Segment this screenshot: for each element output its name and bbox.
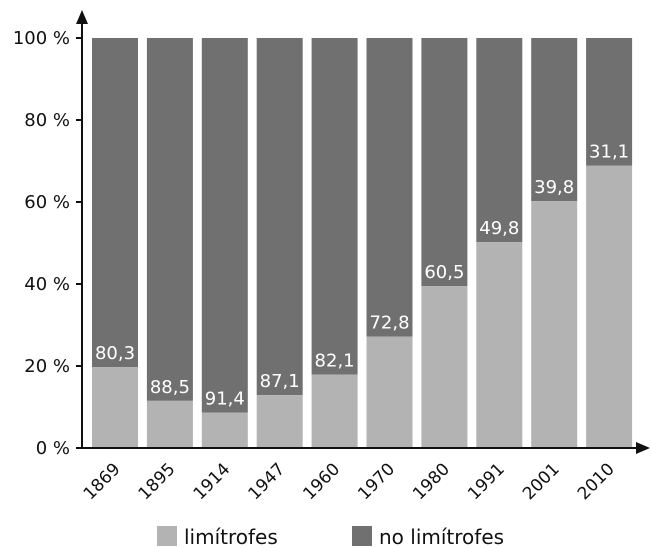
- bar-no-limitrofes-1991: [476, 38, 523, 243]
- x-tick-label-1947: 1947: [245, 459, 290, 504]
- data-label-1947: 87,1: [260, 371, 300, 392]
- data-label-1991: 49,8: [479, 218, 519, 239]
- y-tick-label-3: 60 %: [24, 192, 70, 213]
- legend-label-no-limitrofes: no limítrofes: [379, 525, 504, 548]
- x-axis-arrow: [636, 442, 650, 454]
- data-label-1970: 72,8: [369, 312, 409, 333]
- data-label-2001: 39,8: [534, 177, 574, 198]
- data-labels-layer: 80,3 88,5 91,4 87,1 82,1 72,8 60,5 49,8 39,8 31,1: [95, 142, 629, 410]
- y-axis-arrow: [76, 10, 88, 24]
- bar-limitrofes-2001: [531, 201, 578, 448]
- bar-no-limitrofes-1869: [92, 38, 138, 368]
- bar-limitrofes-1960: [311, 374, 358, 448]
- y-tick-label-4: 80 %: [24, 110, 70, 131]
- x-axis: 1869 1895 1914 1947 1960 1970 1980 1991 2001 2010: [80, 442, 650, 504]
- bar-limitrofes-1947: [256, 395, 303, 448]
- bars-layer: [92, 38, 633, 448]
- x-tick-label-1869: 1869: [80, 459, 125, 504]
- bar-limitrofes-2010: [586, 165, 633, 448]
- x-tick-label-1895: 1895: [135, 459, 180, 504]
- x-tick-label-1970: 1970: [354, 459, 399, 504]
- bar-no-limitrofes-2010: [586, 38, 633, 166]
- legend-swatch-no-limitrofes: [352, 526, 372, 546]
- bar-no-limitrofes-1914: [201, 38, 248, 413]
- legend: limítrofes no limítrofes: [157, 525, 504, 548]
- bar-no-limitrofes-1947: [256, 38, 303, 396]
- data-label-1960: 82,1: [315, 351, 355, 372]
- y-tick-label-2: 40 %: [24, 274, 70, 295]
- y-axis: 0 % 20 % 40 % 60 % 80 % 100 %: [13, 10, 88, 459]
- data-label-1914: 91,4: [205, 389, 245, 410]
- data-label-1895: 88,5: [150, 377, 190, 398]
- legend-swatch-limitrofes: [157, 526, 177, 546]
- legend-label-limitrofes: limítrofes: [184, 525, 278, 548]
- bar-limitrofes-1869: [92, 367, 138, 448]
- x-tick-label-1991: 1991: [464, 459, 509, 504]
- bar-no-limitrofes-2001: [531, 38, 578, 202]
- bar-no-limitrofes-1970: [366, 38, 413, 337]
- x-tick-label-2010: 2010: [574, 459, 619, 504]
- x-tick-label-1980: 1980: [409, 459, 454, 504]
- bar-no-limitrofes-1960: [311, 38, 358, 375]
- data-label-2010: 31,1: [589, 142, 629, 163]
- bar-limitrofes-1980: [421, 286, 468, 448]
- data-label-1869: 80,3: [95, 343, 135, 364]
- x-tick-label-1914: 1914: [190, 459, 235, 504]
- x-tick-label-1960: 1960: [299, 459, 344, 504]
- bar-no-limitrofes-1895: [146, 38, 193, 401]
- y-tick-label-5: 100 %: [13, 28, 70, 49]
- bar-no-limitrofes-1980: [421, 38, 468, 287]
- bar-limitrofes-1895: [146, 400, 193, 448]
- data-label-1980: 60,5: [424, 262, 464, 283]
- x-tick-label-2001: 2001: [519, 459, 564, 504]
- y-tick-label-1: 20 %: [24, 356, 70, 377]
- y-tick-label-0: 0 %: [36, 438, 70, 459]
- bar-limitrofes-1914: [201, 412, 248, 448]
- bar-limitrofes-1991: [476, 242, 523, 448]
- bar-limitrofes-1970: [366, 336, 413, 448]
